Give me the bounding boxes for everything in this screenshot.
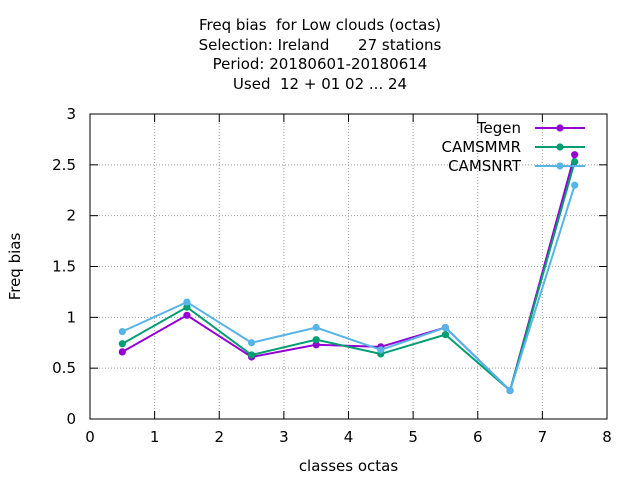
chart-title: Freq bias for Low clouds (octas) Selecti…: [0, 16, 640, 94]
y-tick-label: 2.5: [52, 156, 76, 174]
y-tick-label: 0.5: [52, 359, 76, 377]
data-point: [183, 303, 191, 311]
legend-marker: [556, 124, 564, 132]
grid: [90, 114, 607, 419]
y-tick-label: 3: [66, 105, 76, 123]
y-tick-label: 0: [66, 410, 76, 428]
x-axis-title: classes octas: [299, 457, 399, 475]
data-point: [377, 346, 385, 354]
x-tick-label: 3: [279, 428, 289, 446]
x-tick-label: 4: [344, 428, 354, 446]
x-tick-label: 6: [473, 428, 483, 446]
subtitle-used: Used 12 + 01 02 ... 24: [232, 74, 408, 93]
legend-marker: [556, 162, 564, 170]
x-tick-label: 5: [408, 428, 418, 446]
data-point: [247, 351, 256, 359]
legend-label: Tegen: [476, 119, 521, 137]
legend-label: CAMSNRT: [448, 157, 522, 175]
subtitle-selection: Selection: Ireland 27 stations: [198, 35, 442, 54]
y-tick-label: 1.5: [52, 258, 76, 276]
data-point: [183, 311, 191, 319]
data-point: [118, 348, 126, 356]
series-line: [121, 184, 576, 393]
data-point: [571, 181, 579, 189]
title-line: Freq bias for Low clouds (octas): [198, 16, 442, 34]
data-point: [183, 298, 191, 306]
data-point: [571, 158, 579, 166]
x-tick-label: 8: [602, 428, 612, 446]
data-point: [312, 336, 320, 344]
x-tick-label: 2: [214, 428, 224, 446]
data-point: [441, 331, 450, 339]
data-point: [118, 327, 126, 336]
data-point: [506, 386, 514, 395]
y-tick-label: 2: [66, 207, 76, 225]
axis-ticks: 0 1 2 3 4 5 6 7 8 0 0.5 1 1.5 2 2.5 3: [52, 105, 612, 446]
series-layer: [118, 151, 579, 395]
series-camsnrt: [118, 181, 579, 395]
data-point: [118, 340, 126, 348]
data-point: [312, 341, 320, 349]
x-tick-label: 7: [538, 428, 548, 446]
y-axis-title: Freq bias: [6, 233, 24, 301]
series-line: [121, 154, 576, 393]
y-tick-label: 1: [66, 308, 76, 326]
subtitle-period: Period: 20180601-20180614: [212, 55, 428, 73]
data-point: [571, 151, 579, 159]
data-point: [247, 339, 256, 347]
legend-label: CAMSMMR: [441, 138, 521, 156]
data-point: [441, 323, 450, 332]
x-tick-label: 0: [85, 428, 95, 446]
x-tick-label: 1: [150, 428, 160, 446]
legend-marker: [556, 143, 564, 151]
data-point: [312, 323, 320, 332]
